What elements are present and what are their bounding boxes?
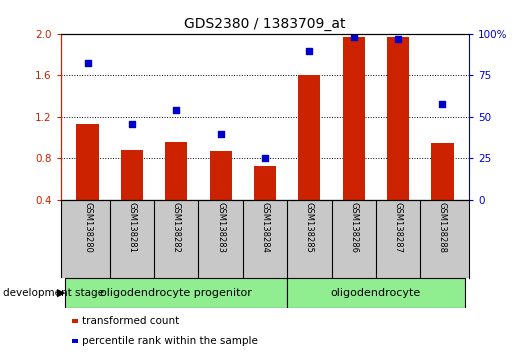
Point (394, 36, 402, 42)
Title: GDS2380 / 1383709_at: GDS2380 / 1383709_at (184, 17, 346, 31)
Text: GSM138283: GSM138283 (216, 202, 225, 253)
Text: transformed count: transformed count (82, 316, 179, 326)
Point (216, 132, 225, 137)
Text: GSM138282: GSM138282 (172, 202, 181, 253)
Text: ▶: ▶ (57, 288, 66, 298)
Point (83, 60, 92, 65)
Text: GSM138284: GSM138284 (261, 202, 269, 253)
Bar (287, 278, 465, 308)
Text: percentile rank within the sample: percentile rank within the sample (82, 336, 258, 346)
Point (128, 121, 136, 127)
Bar (209, 151, 232, 200)
Text: oligodendrocyte progenitor: oligodendrocyte progenitor (100, 288, 252, 298)
Text: oligodendrocyte: oligodendrocyte (331, 288, 421, 298)
Point (349, 34, 358, 40)
Point (305, 48, 314, 54)
Point (172, 107, 181, 112)
Text: GSM138280: GSM138280 (83, 202, 92, 253)
Text: GSM138281: GSM138281 (127, 202, 136, 253)
Bar (298, 75, 321, 200)
Text: development stage: development stage (3, 288, 104, 298)
Point (261, 156, 269, 161)
Bar (342, 37, 365, 200)
Text: GSM138287: GSM138287 (394, 202, 403, 253)
Text: GSM138285: GSM138285 (305, 202, 314, 253)
Bar (121, 150, 143, 200)
Bar (387, 37, 409, 200)
Text: GSM138286: GSM138286 (349, 202, 358, 253)
Point (438, 102, 447, 107)
Bar (431, 143, 454, 200)
Text: GSM138288: GSM138288 (438, 202, 447, 253)
Bar (165, 142, 188, 200)
Bar (254, 166, 276, 200)
Bar (65, 278, 287, 308)
Bar (76, 124, 99, 200)
